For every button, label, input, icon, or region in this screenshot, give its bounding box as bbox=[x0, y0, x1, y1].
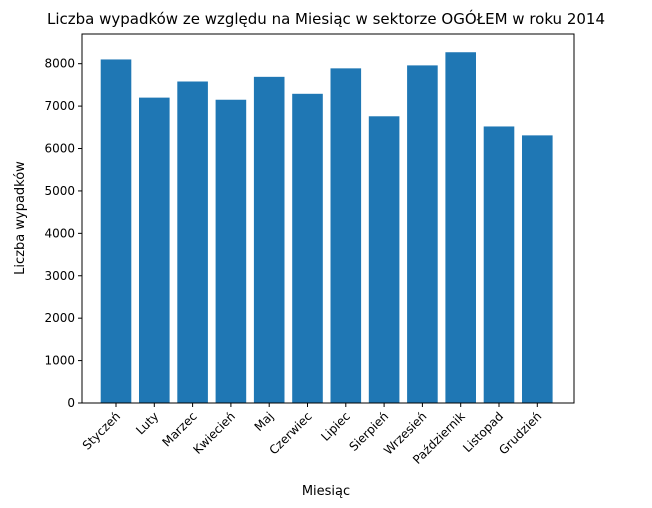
bar-5 bbox=[253, 76, 285, 404]
bar-12 bbox=[522, 135, 553, 404]
x-tick-label: Kwiecień bbox=[190, 409, 238, 457]
y-tick-label: 0 bbox=[67, 396, 75, 410]
y-tick-label: 4000 bbox=[44, 226, 75, 240]
x-tick-label: Lipiec bbox=[318, 409, 353, 444]
bars-group bbox=[100, 52, 553, 404]
bar-6 bbox=[292, 93, 323, 403]
bar-8 bbox=[368, 116, 400, 403]
y-tick-label: 8000 bbox=[44, 57, 75, 71]
bar-1 bbox=[100, 59, 132, 404]
y-axis-label: Liczba wypadków bbox=[13, 161, 28, 275]
y-tick-label: 2000 bbox=[44, 311, 75, 325]
x-axis-label: Miesiąc bbox=[302, 484, 350, 499]
bar-9 bbox=[407, 65, 438, 404]
y-tick-label: 6000 bbox=[44, 142, 75, 156]
bar-2 bbox=[139, 97, 170, 403]
bar-11 bbox=[483, 126, 515, 403]
y-tick-label: 5000 bbox=[44, 184, 75, 198]
chart-title: Liczba wypadków ze względu na Miesiąc w … bbox=[47, 9, 605, 28]
bar-3 bbox=[177, 81, 208, 403]
y-tick-label: 1000 bbox=[44, 354, 75, 368]
y-axis: 0 1000 2000 3000 4000 5000 6000 7000 8000 bbox=[44, 57, 82, 410]
bar-10 bbox=[445, 52, 476, 404]
x-tick-label: Styczeń bbox=[80, 409, 123, 452]
x-tick-label: Luty bbox=[133, 409, 161, 437]
bar-7 bbox=[330, 68, 362, 404]
plot-frame bbox=[81, 33, 575, 404]
bar-4 bbox=[215, 99, 247, 403]
x-tick-label: Maj bbox=[252, 409, 277, 434]
y-tick-label: 7000 bbox=[44, 99, 75, 113]
x-tick-label: Grudzień bbox=[496, 409, 544, 457]
x-tick-label: Czerwiec bbox=[266, 409, 314, 457]
y-tick-label: 3000 bbox=[44, 269, 75, 283]
